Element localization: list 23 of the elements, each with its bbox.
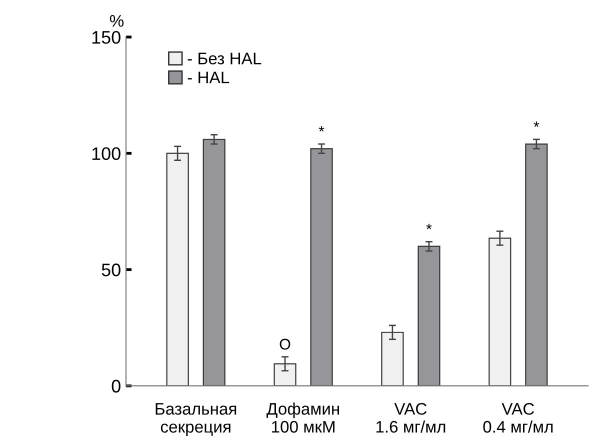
y-tick-label: 100 xyxy=(92,147,120,160)
bar xyxy=(418,246,440,386)
data-label: * xyxy=(318,126,324,132)
bar xyxy=(525,143,548,386)
bar xyxy=(310,148,333,386)
data-label: O xyxy=(280,338,290,350)
bar xyxy=(381,332,404,386)
bar xyxy=(202,138,226,386)
x-tick-label: VAC 0.4 мг/мл xyxy=(483,402,553,433)
data-label: * xyxy=(426,224,432,230)
x-tick-label: Базальная секреция xyxy=(156,403,236,436)
bar xyxy=(488,238,512,386)
y-tick-label: 0 xyxy=(112,380,120,393)
y-axis-title: % xyxy=(110,15,124,27)
x-tick-label: Дофамин 100 мкМ xyxy=(266,402,339,433)
y-tick-label: 150 xyxy=(92,30,120,44)
bar xyxy=(274,363,296,386)
bar xyxy=(166,152,189,386)
legend-label: - HAL xyxy=(188,72,230,84)
legend-label: - Без HAL xyxy=(188,52,262,64)
x-tick-label: VAC 1.6 мг/мл xyxy=(376,402,446,433)
y-tick-label: 50 xyxy=(102,264,120,276)
data-label: * xyxy=(534,122,540,127)
